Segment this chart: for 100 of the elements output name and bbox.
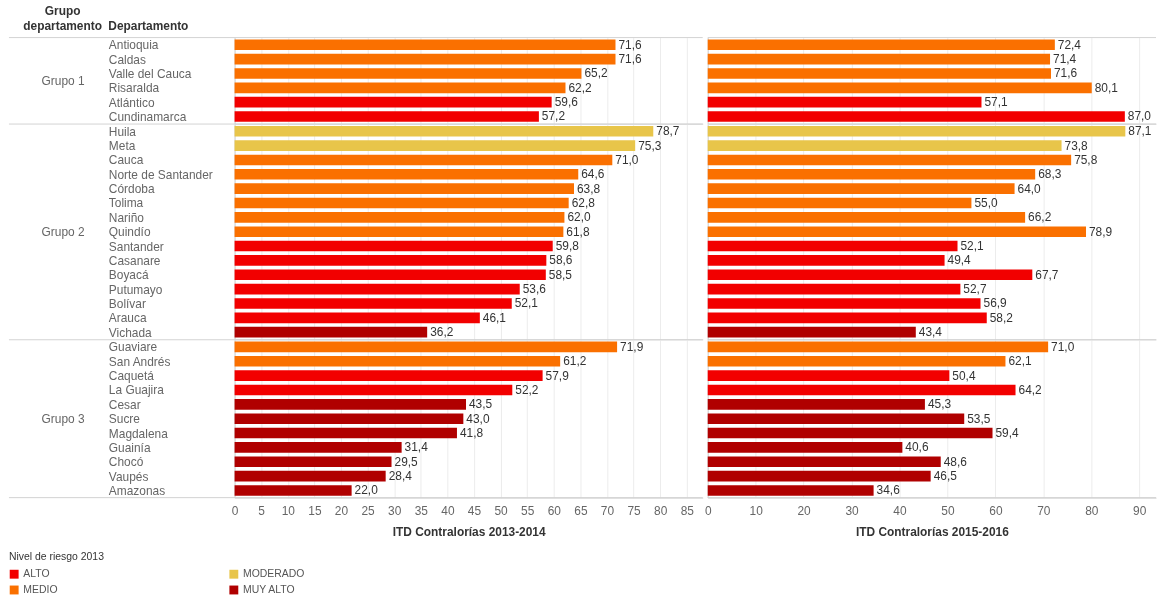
- y-tick-label: Risaralda: [108, 81, 160, 96]
- y-tick-label: San Andrés: [108, 354, 171, 369]
- bar: [234, 283, 520, 295]
- x-tick-label: 85: [680, 504, 695, 519]
- y-tick-label: Santander: [108, 239, 164, 254]
- y-axis-title: Grupo 1: [41, 74, 85, 89]
- x-tick-label: 0: [231, 504, 239, 519]
- bar: [234, 269, 546, 281]
- bar: [234, 470, 386, 482]
- data-label: 71,9: [620, 339, 644, 354]
- y-tick-label: Meta: [108, 139, 136, 154]
- x-tick-label: 10: [749, 504, 764, 519]
- bar: [234, 399, 466, 410]
- bar: [707, 456, 941, 468]
- x-tick-label: 20: [797, 504, 812, 519]
- bar: [234, 341, 618, 353]
- bar: [234, 96, 552, 108]
- bar: [234, 413, 464, 425]
- data-label: 36,2: [430, 325, 454, 340]
- y-tick-label: Tolima: [108, 196, 144, 211]
- x-tick-label: 80: [654, 504, 668, 519]
- legend-label: MEDIO: [23, 583, 58, 595]
- data-label: 43,0: [466, 411, 490, 426]
- x-tick-label: 75: [627, 504, 642, 519]
- y-tick-label: Norte de Santander: [108, 167, 213, 182]
- y-tick-label: Atlántico: [108, 95, 155, 110]
- data-label: 46,5: [933, 469, 958, 484]
- x-tick-label: 15: [308, 504, 322, 519]
- text: Grupo departamento: [23, 3, 102, 33]
- y-tick-label: Huila: [108, 124, 137, 139]
- data-label: 71,0: [1051, 339, 1075, 354]
- bar: [234, 154, 613, 166]
- bar: [707, 384, 1016, 396]
- y-axis-title: Grupo 2: [41, 225, 85, 240]
- x-tick-label: 90: [1133, 504, 1147, 519]
- data-label: 50,4: [952, 368, 976, 383]
- y-tick-label: Guainía: [108, 440, 151, 455]
- data-label: 53,6: [522, 282, 547, 297]
- data-label: 52,2: [515, 382, 539, 397]
- bar: [707, 96, 982, 108]
- x-tick-label: 5: [258, 504, 266, 519]
- y-tick-label: Valle del Cauca: [108, 66, 192, 81]
- bar: [707, 312, 987, 324]
- legend-label: MUY ALTO: [243, 583, 295, 595]
- bar: [234, 370, 543, 381]
- data-label: 80,1: [1094, 80, 1119, 95]
- bar: [707, 212, 1026, 223]
- bar: [234, 226, 564, 238]
- bar: [707, 125, 1126, 137]
- data-label: 28,4: [388, 469, 413, 484]
- bar: [707, 442, 903, 453]
- y-tick-label: Bolívar: [108, 296, 146, 311]
- x-tick-label: 65: [574, 504, 588, 519]
- bar: [707, 269, 1033, 281]
- y-tick-label: Magdalena: [108, 426, 169, 441]
- y-tick-label: Cauca: [108, 153, 144, 168]
- text: Departamento: [108, 18, 189, 33]
- data-label: 78,9: [1088, 224, 1113, 239]
- data-label: 59,6: [554, 95, 579, 110]
- bar: [234, 212, 565, 223]
- y-tick-label: Cesar: [108, 397, 141, 412]
- data-label: 22,0: [354, 483, 379, 498]
- bar: [707, 370, 950, 381]
- data-label: 71,0: [615, 152, 639, 167]
- x-tick-label: 45: [467, 504, 482, 519]
- legend-title: Nivel de riesgo 2013: [8, 551, 105, 563]
- bar: [707, 168, 1036, 180]
- y-tick-label: Amazonas: [108, 483, 166, 498]
- x-tick-label: 30: [845, 504, 860, 519]
- bar: [707, 82, 1092, 94]
- bar: [234, 140, 636, 151]
- data-label: 29,5: [394, 454, 419, 469]
- bar: [707, 283, 961, 295]
- bar: [234, 53, 616, 65]
- bar: [234, 312, 480, 324]
- x-axis-title: ITD Contralorías 2013-2014: [392, 524, 546, 539]
- data-label: 65,2: [584, 66, 608, 81]
- y-axis-title: Grupo 3: [41, 412, 85, 427]
- y-tick-label: Boyacá: [108, 268, 149, 283]
- x-tick-label: 70: [600, 504, 615, 519]
- data-label: 62,1: [1008, 354, 1032, 369]
- data-label: 48,6: [943, 454, 968, 469]
- bar: [707, 240, 958, 252]
- bar: [707, 399, 925, 410]
- x-tick-label: 40: [893, 504, 907, 519]
- bar: [234, 355, 561, 367]
- data-label: 59,8: [555, 239, 580, 254]
- x-tick-label: 50: [494, 504, 509, 519]
- x-tick-label: 50: [941, 504, 955, 519]
- bar: [234, 255, 547, 266]
- data-label: 71,6: [618, 37, 643, 52]
- data-label: 63,8: [576, 181, 601, 196]
- data-label: 87,1: [1128, 124, 1152, 139]
- bar: [234, 39, 616, 51]
- data-label: 64,2: [1018, 382, 1043, 397]
- y-tick-label: Chocó: [108, 455, 144, 470]
- data-label: 62,0: [567, 210, 591, 225]
- bar: [234, 197, 569, 209]
- bar: [234, 82, 566, 94]
- data-label: 61,8: [566, 224, 590, 239]
